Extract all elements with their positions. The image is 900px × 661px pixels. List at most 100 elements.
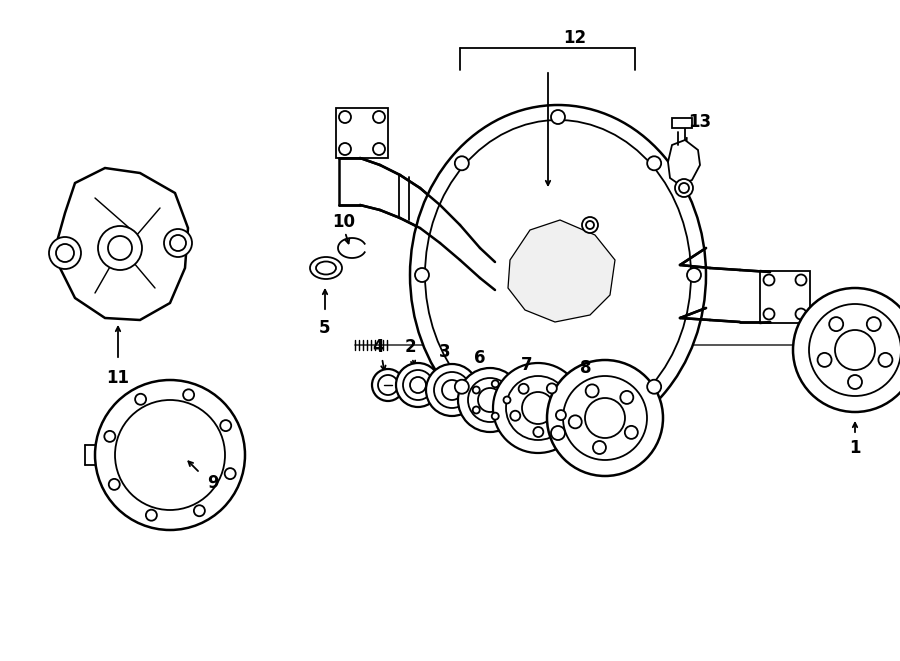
Circle shape xyxy=(534,427,544,437)
Circle shape xyxy=(556,410,566,420)
Circle shape xyxy=(403,370,433,400)
Circle shape xyxy=(472,387,480,393)
Circle shape xyxy=(458,368,522,432)
Circle shape xyxy=(194,505,205,516)
Circle shape xyxy=(454,379,469,394)
Circle shape xyxy=(170,235,186,251)
Text: 12: 12 xyxy=(563,29,587,47)
Circle shape xyxy=(647,156,662,171)
Circle shape xyxy=(108,236,132,260)
Circle shape xyxy=(569,415,581,428)
Circle shape xyxy=(848,375,862,389)
Circle shape xyxy=(472,407,480,414)
Circle shape xyxy=(56,244,74,262)
Text: 13: 13 xyxy=(688,113,712,131)
Circle shape xyxy=(220,420,231,431)
Text: 7: 7 xyxy=(521,356,533,374)
Circle shape xyxy=(396,363,440,407)
Circle shape xyxy=(164,229,192,257)
Circle shape xyxy=(763,309,775,319)
Circle shape xyxy=(547,360,663,476)
Polygon shape xyxy=(760,271,810,323)
Circle shape xyxy=(593,441,606,454)
Circle shape xyxy=(675,179,693,197)
Circle shape xyxy=(585,398,625,438)
Circle shape xyxy=(454,156,469,171)
Circle shape xyxy=(442,380,462,400)
Text: 4: 4 xyxy=(373,338,383,356)
Circle shape xyxy=(586,221,594,229)
Circle shape xyxy=(410,377,426,393)
Circle shape xyxy=(426,364,478,416)
Polygon shape xyxy=(336,108,388,158)
Polygon shape xyxy=(680,248,770,322)
Circle shape xyxy=(493,363,583,453)
Circle shape xyxy=(647,379,662,394)
Circle shape xyxy=(49,237,81,269)
Text: 1: 1 xyxy=(850,439,860,457)
Circle shape xyxy=(551,110,565,124)
Text: 6: 6 xyxy=(474,349,486,367)
Circle shape xyxy=(547,383,557,393)
Circle shape xyxy=(796,309,806,319)
Text: 11: 11 xyxy=(106,369,130,387)
Polygon shape xyxy=(508,220,615,322)
Text: 2: 2 xyxy=(404,338,416,356)
Circle shape xyxy=(503,397,510,403)
Circle shape xyxy=(104,431,115,442)
Circle shape xyxy=(468,378,512,422)
Circle shape xyxy=(115,400,225,510)
Circle shape xyxy=(506,376,570,440)
Circle shape xyxy=(582,217,598,233)
Circle shape xyxy=(95,380,245,530)
Circle shape xyxy=(586,385,598,397)
Circle shape xyxy=(829,317,843,331)
Circle shape xyxy=(478,388,502,412)
Circle shape xyxy=(183,389,194,401)
Circle shape xyxy=(415,268,429,282)
Circle shape xyxy=(796,274,806,286)
Circle shape xyxy=(835,330,875,370)
Circle shape xyxy=(378,375,398,395)
Circle shape xyxy=(625,426,638,439)
Text: 5: 5 xyxy=(320,319,331,337)
Circle shape xyxy=(522,392,554,424)
Circle shape xyxy=(809,304,900,396)
Circle shape xyxy=(687,268,701,282)
Text: 9: 9 xyxy=(207,474,219,492)
Circle shape xyxy=(867,317,881,331)
Ellipse shape xyxy=(316,262,336,274)
Circle shape xyxy=(491,412,499,420)
Circle shape xyxy=(551,426,565,440)
Polygon shape xyxy=(58,168,188,320)
Circle shape xyxy=(98,226,142,270)
Circle shape xyxy=(225,468,236,479)
Circle shape xyxy=(510,410,520,421)
Circle shape xyxy=(109,479,120,490)
Text: 3: 3 xyxy=(439,343,451,361)
Polygon shape xyxy=(339,158,495,290)
Polygon shape xyxy=(672,118,692,128)
Circle shape xyxy=(372,369,404,401)
Polygon shape xyxy=(668,140,700,185)
Circle shape xyxy=(518,384,528,394)
Circle shape xyxy=(373,143,385,155)
Circle shape xyxy=(563,376,647,460)
Ellipse shape xyxy=(410,105,706,445)
Circle shape xyxy=(817,353,832,367)
Circle shape xyxy=(339,143,351,155)
Circle shape xyxy=(793,288,900,412)
Text: 8: 8 xyxy=(580,359,592,377)
Circle shape xyxy=(878,353,893,367)
Circle shape xyxy=(491,380,499,387)
Circle shape xyxy=(146,510,157,521)
Ellipse shape xyxy=(310,257,342,279)
Circle shape xyxy=(373,111,385,123)
Text: 10: 10 xyxy=(332,213,356,231)
Circle shape xyxy=(620,391,634,404)
Circle shape xyxy=(135,394,146,405)
Circle shape xyxy=(679,183,689,193)
Circle shape xyxy=(434,372,470,408)
Circle shape xyxy=(339,111,351,123)
Circle shape xyxy=(763,274,775,286)
